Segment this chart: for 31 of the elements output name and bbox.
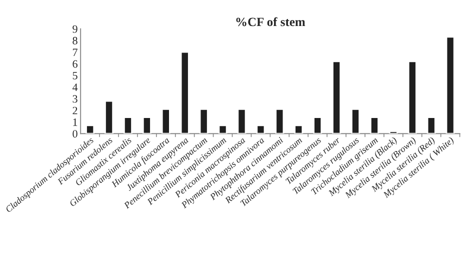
bar	[370, 116, 379, 134]
bar	[86, 124, 95, 134]
bar	[275, 108, 284, 134]
bar	[218, 124, 228, 134]
bar	[408, 60, 417, 134]
y-tick-label: 9	[72, 25, 78, 33]
bar	[313, 116, 322, 134]
bar	[142, 116, 152, 134]
y-tick-label: 3	[72, 95, 78, 103]
bar	[446, 36, 455, 134]
bar	[104, 100, 114, 134]
bar	[237, 108, 246, 134]
y-tick-label: 1	[73, 118, 78, 126]
bar	[351, 108, 360, 134]
bar	[332, 60, 342, 134]
y-tick-label: 2	[72, 106, 78, 114]
y-tick-label: 0	[72, 130, 78, 138]
y-tick-label: 6	[72, 60, 78, 68]
bar	[180, 51, 190, 134]
y-tick-label: 5	[72, 72, 78, 80]
y-tick-label: 4	[72, 84, 78, 91]
bar	[294, 124, 304, 134]
chart-title: %CF of stem	[236, 17, 306, 26]
y-tick-label: 8	[72, 36, 78, 44]
bar	[199, 108, 208, 134]
bar	[388, 130, 398, 134]
y-tick-label: 7	[72, 48, 78, 56]
bar	[256, 124, 266, 134]
bar	[123, 116, 132, 134]
bar	[161, 108, 170, 134]
bar	[426, 116, 436, 134]
